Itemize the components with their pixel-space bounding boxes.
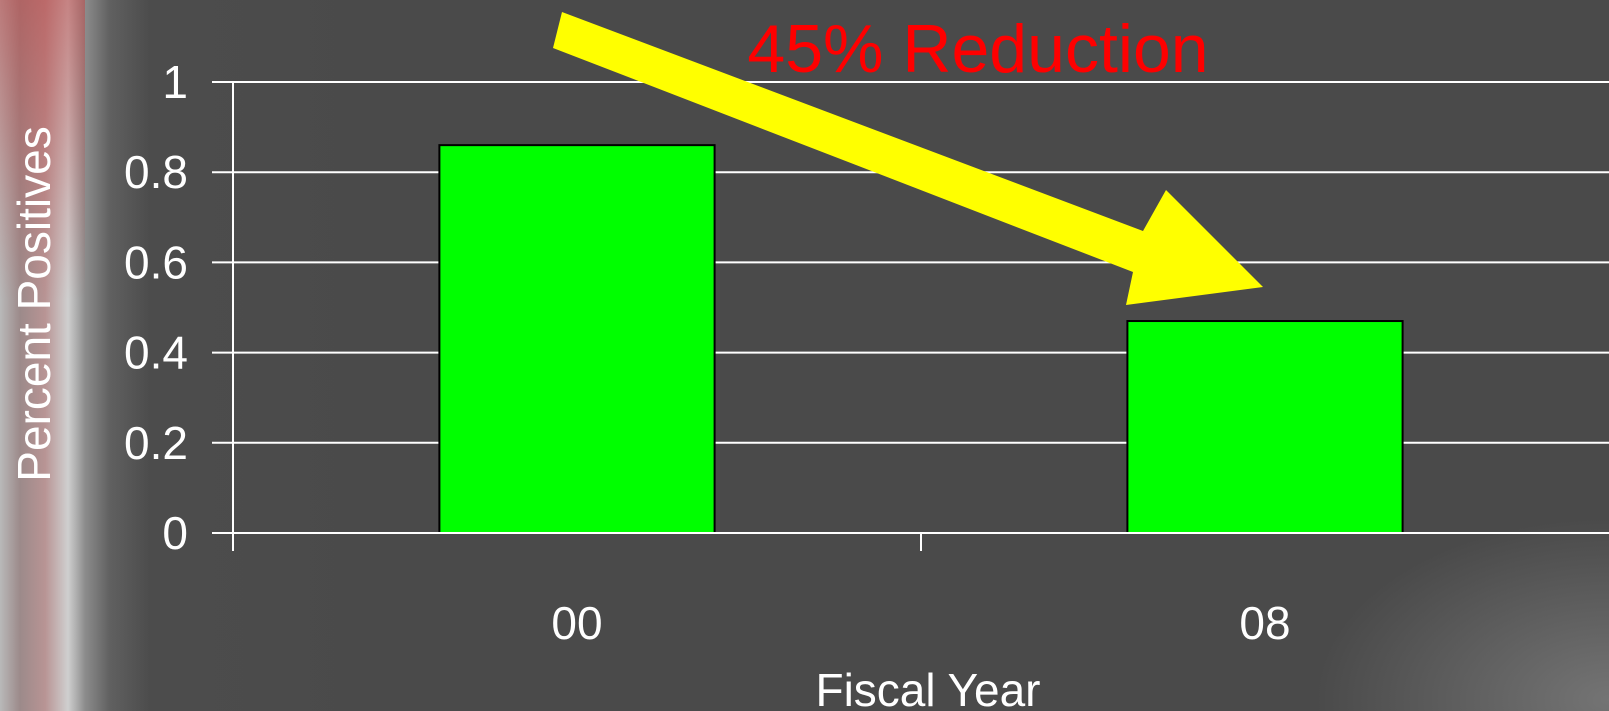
y-tick-label: 0.6 [124,236,188,288]
bars [438,144,1404,534]
y-tick-label: 0.4 [124,327,188,379]
bar [1126,320,1404,534]
y-axis-title: Percent Positives [8,126,60,481]
reduction-arrow-icon [553,12,1263,305]
y-tick-label: 0.8 [124,146,188,198]
x-tick-labels: 00 08 [551,597,1290,649]
x-axis-title: Fiscal Year [815,664,1040,711]
axes [212,81,1609,551]
y-tick-label: 0 [162,507,188,559]
x-tick-label: 00 [551,597,602,649]
arrow-shape [553,12,1263,305]
reduction-annotation: 45% Reduction [747,11,1208,87]
bar [438,144,716,534]
x-tick-label: 08 [1239,597,1290,649]
y-tick-labels: 0 0.2 0.4 0.6 0.8 1 [124,56,188,559]
y-tick-label: 1 [162,56,188,108]
y-tick-label: 0.2 [124,417,188,469]
